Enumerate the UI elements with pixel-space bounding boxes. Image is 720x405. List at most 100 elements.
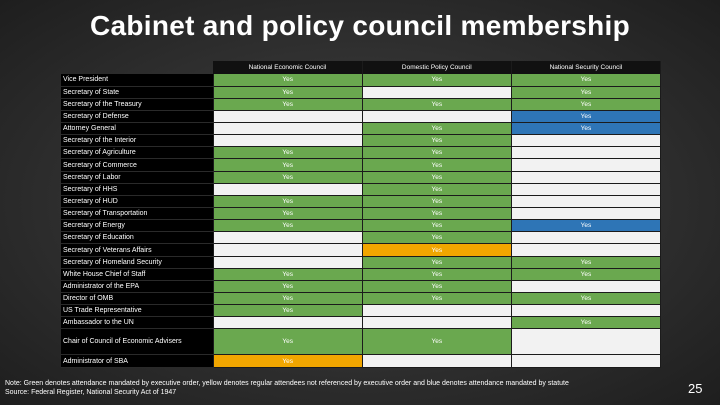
row-label: Secretary of Energy [61, 219, 214, 233]
membership-cell: Yes [213, 304, 363, 318]
table-row: Secretary of HHS Yes [61, 183, 662, 196]
row-label: Secretary of HUD [61, 195, 214, 209]
membership-cell: Yes [511, 256, 662, 269]
membership-cell: Yes [362, 256, 512, 269]
footnote: Note: Green denotes attendance mandated … [5, 379, 665, 397]
table-row: Ambassador to the UN Yes [61, 316, 662, 330]
membership-cell: Yes [362, 146, 512, 160]
table-row: Chair of Council of Economic Advisers Yes… [61, 328, 662, 356]
membership-cell: Yes [511, 86, 662, 99]
column-header-nsc: National Security Council [511, 61, 662, 74]
membership-cell: Yes [362, 171, 512, 184]
membership-cell: Yes [213, 86, 363, 99]
row-label: Secretary of State [61, 86, 214, 99]
membership-cell: Yes [213, 280, 363, 294]
table-corner-cell [61, 61, 213, 74]
membership-cell: Yes [213, 219, 363, 233]
membership-cell: Yes [511, 292, 662, 306]
membership-cell [213, 134, 363, 148]
membership-cell: Yes [362, 280, 512, 294]
page-title: Cabinet and policy council membership [89, 10, 631, 41]
membership-cell: Yes [362, 122, 512, 136]
membership-table: National Economic Council Domestic Polic… [61, 61, 662, 368]
membership-cell: Yes [511, 98, 662, 111]
table-row: Secretary of Energy Yes Yes Yes [61, 219, 662, 233]
membership-cell [511, 304, 662, 318]
membership-cell [511, 354, 662, 368]
table-row: Administrator of the EPA Yes Yes [61, 280, 662, 294]
membership-cell: Yes [511, 110, 662, 124]
row-label: Secretary of Education [61, 231, 214, 245]
membership-cell: Yes [213, 268, 363, 281]
membership-cell: Yes [362, 219, 512, 233]
table-header-row: National Economic Council Domestic Polic… [61, 61, 662, 74]
membership-cell [511, 183, 662, 196]
membership-cell [511, 195, 662, 209]
table-row: Attorney General Yes Yes [61, 122, 662, 136]
table-row: Secretary of Veterans Affairs Yes [61, 243, 662, 257]
table-row: Secretary of Commerce Yes Yes [61, 158, 662, 172]
membership-cell [362, 354, 512, 368]
row-label: Secretary of the Treasury [61, 98, 214, 111]
table-row: Administrator of SBA Yes [61, 354, 662, 368]
table-row: Secretary of Homeland Security Yes Yes [61, 256, 662, 269]
row-label: Secretary of Homeland Security [61, 256, 214, 269]
membership-cell: Yes [213, 195, 363, 209]
membership-cell [511, 231, 662, 245]
membership-cell [213, 231, 363, 245]
membership-cell: Yes [511, 316, 662, 330]
membership-cell [213, 316, 363, 330]
membership-cell: Yes [362, 183, 512, 196]
membership-cell [511, 146, 662, 160]
table-row: Secretary of Agriculture Yes Yes [61, 146, 662, 160]
row-label: Director of OMB [61, 292, 214, 306]
table-row: Secretary of Defense Yes [61, 110, 662, 124]
table-row: Secretary of Transportation Yes Yes [61, 207, 662, 221]
row-label: Secretary of Commerce [61, 158, 214, 172]
membership-cell [511, 158, 662, 172]
membership-cell: Yes [213, 98, 363, 111]
footnote-note: Note: Green denotes attendance mandated … [5, 380, 569, 387]
membership-cell: Yes [511, 268, 662, 281]
membership-cell [362, 304, 512, 318]
table-row: White House Chief of Staff Yes Yes Yes [61, 268, 662, 281]
page-number: 25 [688, 381, 703, 396]
table-row: US Trade Representative Yes [61, 304, 662, 318]
membership-cell [213, 122, 363, 136]
membership-cell [511, 171, 662, 184]
membership-cell: Yes [213, 292, 363, 306]
membership-cell: Yes [362, 158, 512, 172]
membership-cell [213, 243, 363, 257]
membership-cell: Yes [213, 207, 363, 221]
table-row: Secretary of the Interior Yes [61, 134, 662, 148]
table-row: Secretary of State Yes Yes [61, 86, 662, 99]
row-label: Chair of Council of Economic Advisers [61, 328, 214, 356]
membership-cell [511, 243, 662, 257]
column-header-dpc: Domestic Policy Council [362, 61, 512, 74]
membership-cell: Yes [213, 158, 363, 172]
membership-cell: Yes [213, 328, 363, 356]
membership-cell [511, 134, 662, 148]
row-label: Attorney General [61, 122, 214, 136]
membership-cell [362, 86, 512, 99]
membership-cell: Yes [362, 195, 512, 209]
table-row: Secretary of Labor Yes Yes [61, 171, 662, 184]
membership-cell: Yes [362, 98, 512, 111]
row-label: Secretary of Labor [61, 171, 214, 184]
membership-cell: Yes [362, 74, 512, 87]
membership-cell: Yes [213, 354, 363, 368]
table-row: Vice President Yes Yes Yes [61, 74, 662, 87]
membership-cell [511, 280, 662, 294]
membership-cell [362, 316, 512, 330]
column-header-nec: National Economic Council [213, 61, 363, 74]
membership-cell: Yes [362, 268, 512, 281]
table-row: Secretary of the Treasury Yes Yes Yes [61, 98, 662, 111]
membership-cell: Yes [362, 328, 512, 356]
membership-cell [213, 256, 363, 269]
row-label: Vice President [61, 74, 214, 87]
membership-cell: Yes [213, 146, 363, 160]
membership-cell: Yes [213, 171, 363, 184]
membership-cell: Yes [362, 243, 512, 257]
row-label: Secretary of Veterans Affairs [61, 243, 214, 257]
table-row: Secretary of Education Yes [61, 231, 662, 245]
